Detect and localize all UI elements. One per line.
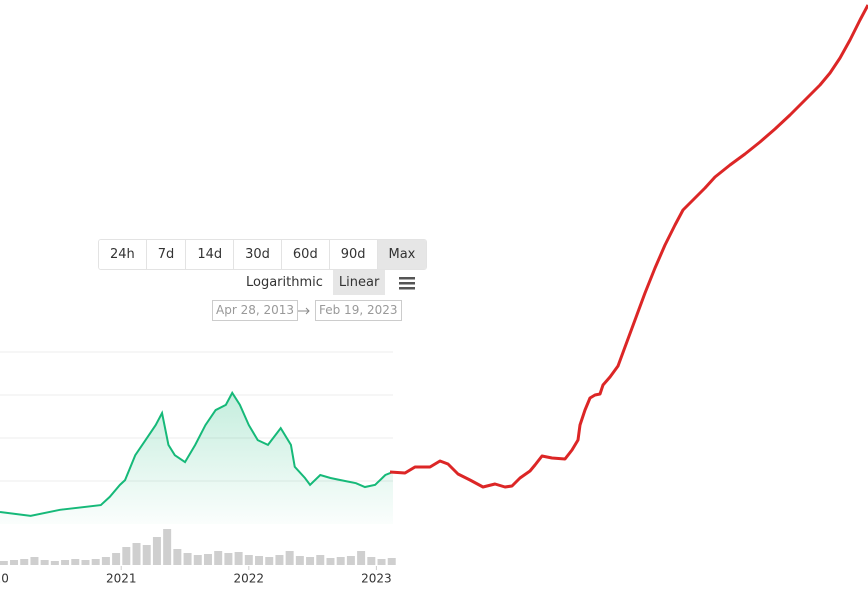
range-button[interactable]: 60d	[281, 240, 330, 269]
volume-bar	[10, 560, 19, 565]
volume-bar	[112, 553, 121, 565]
volume-bar	[367, 557, 376, 565]
volume-bar	[234, 552, 243, 565]
volume-bar	[346, 556, 355, 565]
volume-bar	[0, 561, 8, 565]
volume-bar	[81, 560, 90, 565]
volume-bar	[316, 555, 325, 565]
volume-bar	[295, 556, 304, 565]
range-button[interactable]: 7d	[146, 240, 187, 269]
price-line	[0, 390, 394, 517]
volume-bar	[275, 555, 284, 565]
date-from-input[interactable]: Apr 28, 2013	[212, 300, 299, 321]
volume-bar	[285, 551, 294, 565]
volume-bar	[50, 561, 59, 565]
volume-bar	[142, 545, 151, 565]
volume-bar	[20, 559, 29, 565]
range-button[interactable]: Max	[377, 240, 427, 269]
arrow-icon	[298, 307, 310, 315]
volume-bar	[265, 557, 274, 565]
volume-bar	[203, 554, 212, 565]
range-selector: 24h 7d 14d 30d 60d 90d Max	[98, 239, 428, 270]
volume-bar	[71, 559, 80, 565]
x-tick-label: 2020	[0, 572, 9, 586]
volume-bar	[255, 556, 264, 565]
scale-button[interactable]: Linear	[332, 270, 386, 295]
volume-bar	[244, 555, 253, 565]
volume-bar	[183, 553, 192, 565]
scale-button[interactable]: Logarithmic	[246, 275, 323, 290]
volume-bar	[336, 557, 345, 565]
date-to-input[interactable]: Feb 19, 2023	[315, 300, 402, 321]
volume-bar	[101, 557, 110, 565]
volume-bar	[306, 557, 315, 565]
volume-bar	[377, 559, 386, 565]
volume-bar	[132, 543, 141, 565]
range-button[interactable]: 90d	[329, 240, 378, 269]
menu-icon[interactable]	[397, 275, 417, 291]
area-fill	[0, 392, 393, 524]
volume-bar	[91, 559, 100, 565]
range-button[interactable]: 30d	[234, 240, 282, 269]
volume-bar	[387, 558, 396, 565]
volume-bar	[214, 551, 223, 565]
x-tick-label: 2022	[234, 572, 265, 586]
x-tick-label: 2023	[361, 572, 392, 586]
volume-bar	[193, 555, 202, 565]
range-button[interactable]: 24h	[99, 240, 147, 269]
volume-bar	[30, 557, 39, 565]
volume-bar	[152, 537, 161, 565]
x-tick-label: 2021	[106, 572, 137, 586]
volume-bar	[163, 529, 172, 565]
volume-bar	[224, 553, 233, 565]
volume-bar	[40, 560, 49, 565]
volume-bar	[61, 560, 70, 565]
volume-bar	[326, 558, 335, 565]
scale-selector: Logarithmic Linear	[240, 270, 417, 295]
trend-line	[389, 4, 868, 489]
volume-bar	[122, 547, 131, 565]
volume-bar	[357, 551, 366, 565]
volume-bar	[173, 549, 182, 565]
range-button[interactable]: 14d	[186, 240, 235, 269]
